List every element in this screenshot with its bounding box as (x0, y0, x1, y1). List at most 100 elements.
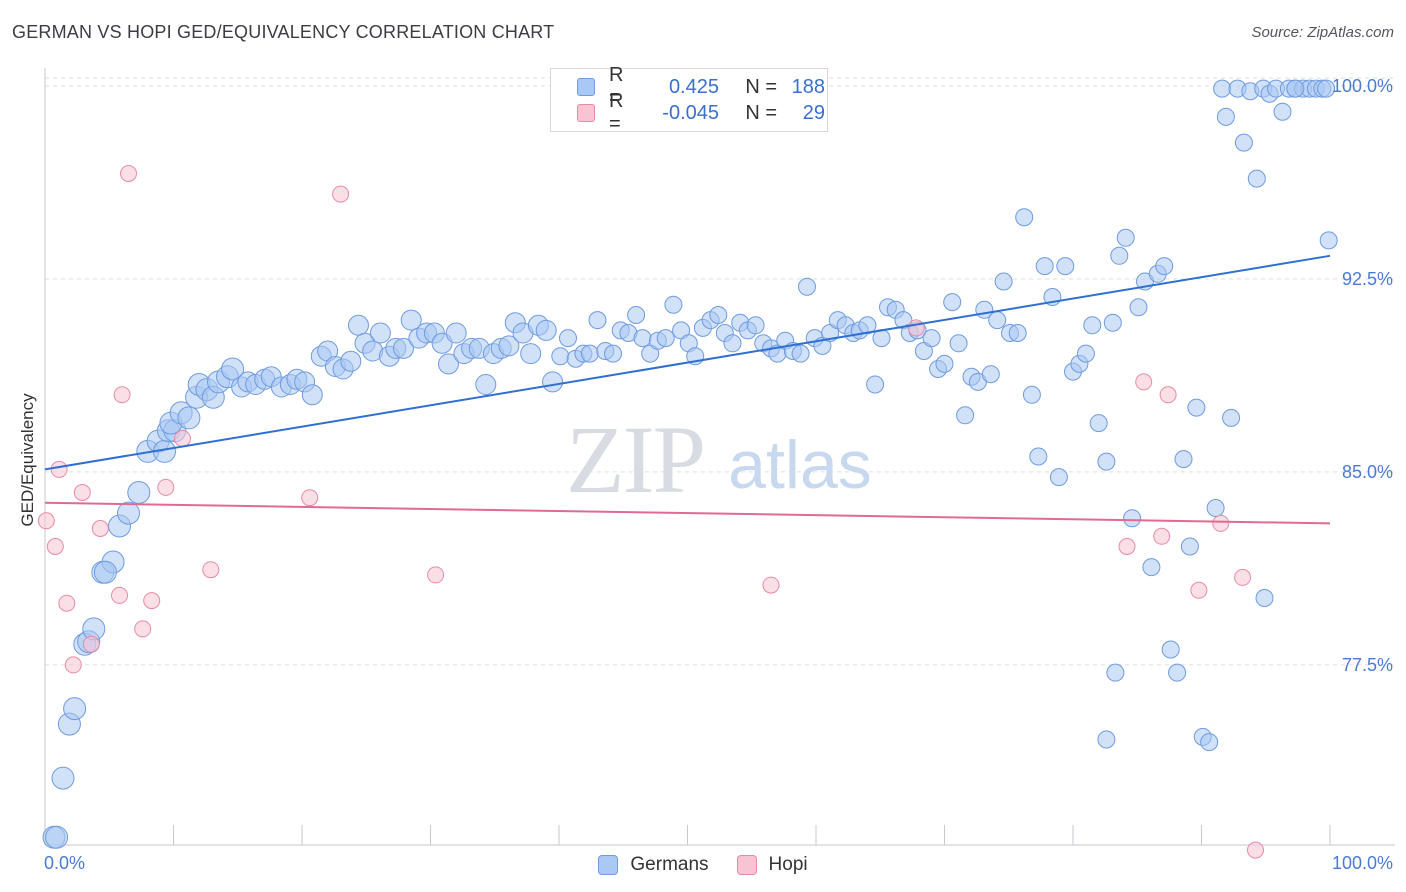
germans-point (1106, 663, 1125, 682)
hopi-point (46, 538, 64, 555)
germans-point (369, 322, 391, 344)
y-tick-label: 100.0% (1332, 76, 1393, 96)
hopi-point (50, 460, 68, 478)
hopi-point (1212, 514, 1230, 532)
germans-point (1076, 344, 1095, 363)
germans-point (1056, 257, 1075, 276)
germans-point (1015, 208, 1034, 227)
hopi-point (907, 319, 925, 337)
germans-swatch (577, 78, 595, 96)
germans-point (709, 306, 728, 324)
germans-point (1089, 414, 1108, 433)
n-value: 188 (791, 75, 825, 98)
germans-point (1247, 169, 1266, 188)
hopi-point (1247, 841, 1264, 859)
germans-point (63, 697, 87, 721)
germans-point (1083, 316, 1102, 335)
hopi-points (37, 165, 1264, 859)
legend-item-hopi[interactable]: Hopi (736, 854, 808, 876)
germans-point (1206, 499, 1225, 517)
germans-point (1097, 730, 1116, 749)
hopi-point (762, 576, 780, 594)
legend-label: Germans (630, 854, 709, 875)
germans-point (1116, 228, 1135, 247)
x-tick-label: 100.0% (1332, 853, 1393, 873)
x-tick-label: 0.0% (44, 853, 85, 873)
germans-point (438, 353, 459, 375)
hopi-point (1118, 538, 1136, 555)
hopi-swatch (577, 104, 595, 122)
tick-labels: 77.5% 85.0% 92.5% 100.0% 0.0% 100.0% (44, 76, 1393, 873)
germans-point (1142, 558, 1161, 577)
hopi-point (1153, 527, 1171, 545)
germans-point (1168, 663, 1187, 682)
hopi-swatch (736, 855, 757, 875)
germans-point (117, 501, 140, 525)
germans-point (1022, 385, 1041, 404)
r-label: R = (609, 64, 624, 109)
germans-point (981, 365, 1000, 384)
germans-point (1049, 468, 1068, 487)
germans-point (431, 332, 453, 354)
hopi-point (37, 512, 55, 530)
germans-point (1286, 79, 1305, 98)
germans-point (627, 306, 646, 324)
germans-point (1029, 447, 1048, 466)
correlation-legend: R = 0.425 N = 188 R = -0.045 N = 29 (550, 64, 828, 135)
legend-item-germans[interactable]: Germans (598, 854, 709, 876)
germans-point (798, 277, 816, 296)
germans-point (348, 314, 369, 336)
germans-point (400, 309, 422, 331)
chart-title: GERMAN VS HOPI GED/EQUIVALENCY CORRELATI… (12, 22, 555, 42)
hopi-point (113, 386, 131, 404)
germans-point (535, 319, 557, 341)
germans-point (664, 295, 683, 314)
germans-point (1319, 231, 1338, 250)
germans-point (588, 311, 607, 330)
r-value: -0.045 (662, 101, 719, 124)
hopi-trend-line (44, 501, 1331, 525)
germans-point (723, 334, 742, 353)
germans-point (559, 329, 577, 348)
germans-point (221, 357, 245, 381)
germans-point (956, 406, 975, 425)
germans-point (988, 311, 1007, 330)
hopi-point (120, 165, 137, 182)
hopi-point (58, 594, 76, 612)
germans-point (1200, 733, 1219, 752)
hopi-point (82, 635, 100, 653)
germans-point (1255, 589, 1274, 607)
germans-point (994, 272, 1013, 291)
hopi-point (73, 484, 91, 501)
y-tick-label: 85.0% (1342, 462, 1393, 482)
germans-point (1222, 408, 1241, 427)
hopi-point (1190, 581, 1208, 599)
legend-row-germans: R = 0.425 N = 188 (551, 64, 825, 109)
germans-point (51, 766, 75, 790)
germans-point (393, 337, 414, 359)
legend-label: Hopi (768, 854, 808, 875)
germans-point (1174, 450, 1193, 469)
germans-point (177, 406, 201, 430)
germans-point (633, 329, 652, 348)
axes (44, 68, 1395, 846)
watermark-atlas: atlas (728, 427, 872, 503)
germans-point (1123, 509, 1142, 528)
germans-point (1216, 107, 1235, 126)
germans-point (1008, 324, 1027, 342)
hopi-point (134, 620, 152, 638)
hopi-point (427, 566, 445, 584)
hopi-point (1159, 386, 1177, 404)
germans-point (1317, 79, 1336, 98)
germans-point (551, 347, 570, 366)
germans-point (498, 335, 520, 357)
germans-point (580, 344, 599, 363)
r-value: 0.425 (668, 75, 719, 98)
germans-point (746, 316, 765, 335)
hopi-point (301, 489, 319, 507)
n-label: N = (745, 101, 777, 124)
germans-point (45, 825, 69, 849)
germans-point (445, 322, 467, 344)
germans-point (93, 560, 117, 584)
